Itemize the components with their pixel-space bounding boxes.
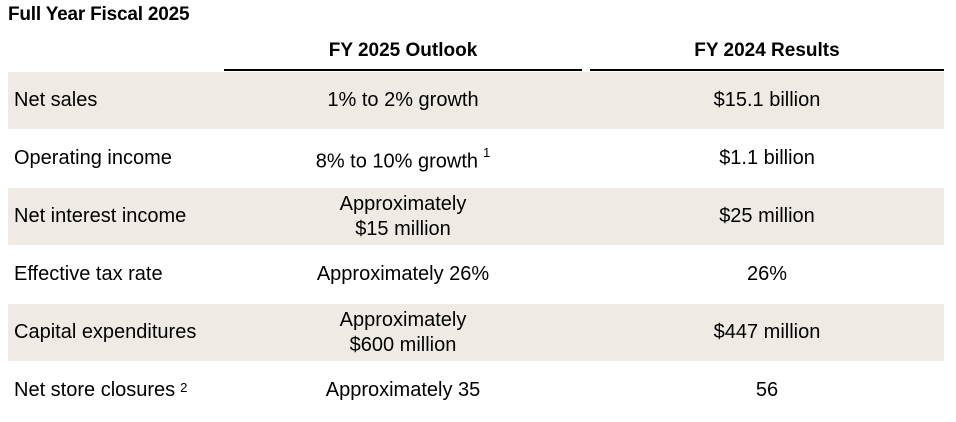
results-value: $447 million <box>713 321 821 343</box>
outlook-value-line: Approximately <box>339 308 467 331</box>
row-label: Net store closures 2 <box>14 362 224 419</box>
row-label: Net sales <box>14 72 224 129</box>
outlook-value: Approximately $600 million <box>224 304 582 361</box>
results-value: $1.1 billion <box>719 147 815 169</box>
table-row: Effective tax rate Approximately 26% 26% <box>8 246 944 303</box>
outlook-value-line: $600 million <box>349 333 457 356</box>
outlook-value-line: Approximately 26% <box>316 263 490 285</box>
outlook-value-line: 8% to 10% growth 1 <box>316 143 491 175</box>
outlook-value-lines: 1% to 2% growth <box>327 88 478 113</box>
outlook-value: Approximately 26% <box>224 246 582 303</box>
outlook-value-lines: 8% to 10% growth 1 <box>316 143 491 175</box>
outlook-value-line: 1% to 2% growth <box>327 89 479 111</box>
outlook-value-line: $15 million <box>355 217 451 240</box>
results-value: 56 <box>755 379 779 401</box>
outlook-value-lines: Approximately 35 <box>326 378 481 403</box>
table-row: Capital expenditures Approximately $600 mi… <box>8 304 944 361</box>
header-rule-outlook <box>224 69 582 71</box>
row-label-text: Capital expenditures <box>14 321 197 343</box>
column-header-row: FY 2025 Outlook FY 2024 Results <box>0 40 956 71</box>
row-label: Operating income <box>14 130 224 187</box>
table-row: Operating income 8% to 10% growth 1 $1.1 bi… <box>8 130 944 187</box>
row-label-text: Net interest income <box>14 205 187 227</box>
table-row: Net sales 1% to 2% growth $15.1 billion <box>8 72 944 129</box>
outlook-value-line: Approximately <box>339 192 467 215</box>
table-title: Full Year Fiscal 2025 <box>8 4 190 25</box>
row-label: Effective tax rate <box>14 246 224 303</box>
row-label-text: Net sales <box>14 89 98 111</box>
results-value: 26% <box>746 263 788 285</box>
outlook-value-text: 8% to 10% growth <box>315 150 479 173</box>
row-label: Net interest income <box>14 188 224 245</box>
table-row: Net store closures 2 Approximately 35 56 <box>8 362 944 419</box>
guidance-table: Net sales 1% to 2% growth $15.1 billion Ope… <box>8 72 944 419</box>
row-label-text: Net store closures <box>14 379 176 401</box>
outlook-value: Approximately 35 <box>224 362 582 419</box>
header-rule-results <box>590 69 944 71</box>
outlook-value: 1% to 2% growth <box>224 72 582 129</box>
column-header-outlook: FY 2025 Outlook <box>328 40 478 61</box>
column-header-results: FY 2024 Results <box>694 40 840 61</box>
results-value: $25 million <box>719 205 815 227</box>
footnote-marker: 1 <box>483 144 491 160</box>
row-label-text: Operating income <box>14 147 172 169</box>
row-label-text: Effective tax rate <box>14 263 163 285</box>
outlook-value-lines: Approximately $15 million <box>340 192 467 242</box>
outlook-value-lines: Approximately 26% <box>317 262 489 287</box>
outlook-value: 8% to 10% growth 1 <box>224 130 582 187</box>
outlook-value-lines: Approximately $600 million <box>340 308 467 358</box>
row-label: Capital expenditures <box>14 304 224 361</box>
results-value: $15.1 billion <box>713 89 821 111</box>
table-row: Net interest income Approximately $15 mill… <box>8 188 944 245</box>
footnote-marker: 2 <box>180 380 188 395</box>
outlook-value: Approximately $15 million <box>224 188 582 245</box>
outlook-value-line: Approximately 35 <box>325 379 481 401</box>
